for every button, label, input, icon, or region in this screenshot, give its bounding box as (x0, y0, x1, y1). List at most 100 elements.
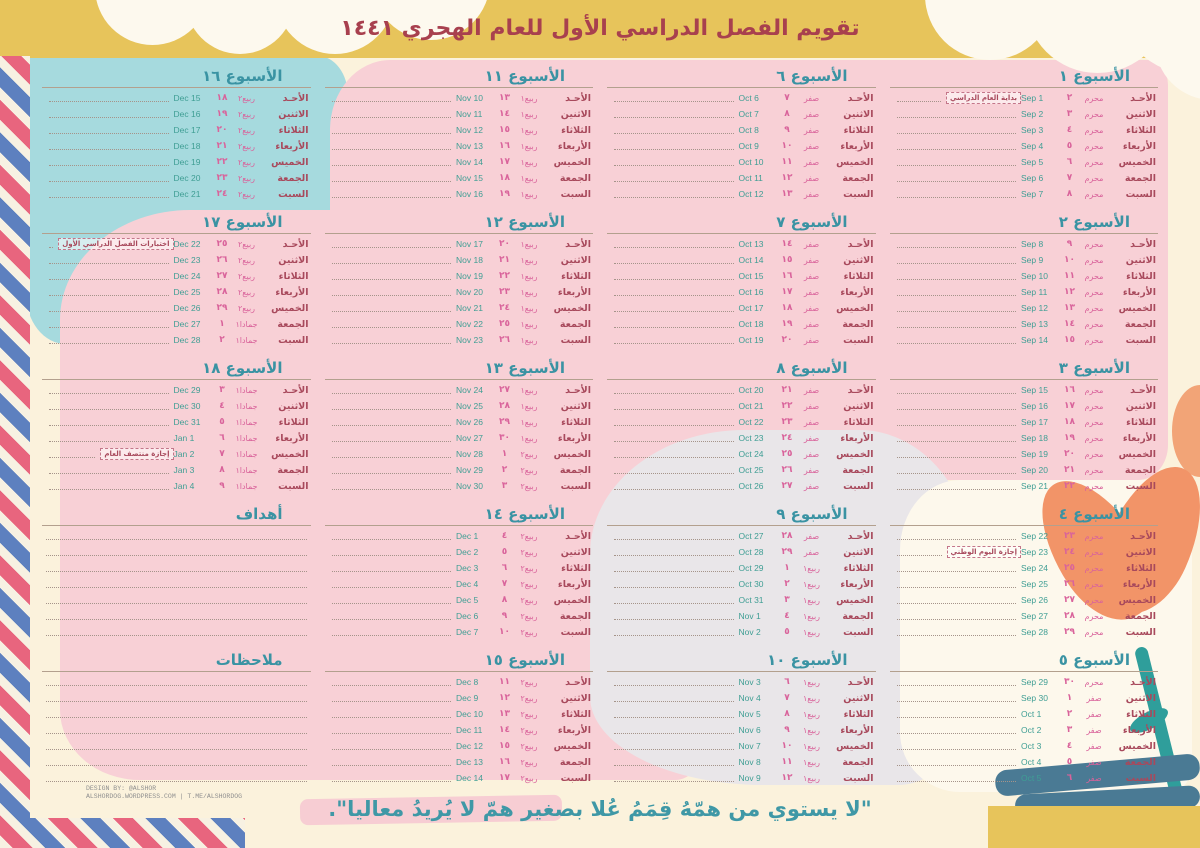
gregorian-date: Dec 15 (173, 93, 201, 103)
gregorian-date: Sep 23 (1021, 547, 1048, 557)
dotted-note-line (614, 603, 734, 604)
dotted-note-line (614, 539, 734, 540)
day-name: السبت (843, 189, 874, 200)
blank-row (42, 738, 311, 754)
orange-shape-decoration (1172, 385, 1200, 477)
hijri-month: صفر (803, 94, 820, 103)
day-name: الخميس (271, 449, 309, 460)
design-credit-line2: ALSHORDOG.WORDPRESS.COM | T.ME/ALSHORDOG (86, 793, 243, 800)
day-row: الخميس ربيع١ ٣ Oct 31 (607, 592, 876, 608)
week-title: الأسبوع ٧ (776, 213, 848, 231)
hijri-month: صفر (803, 336, 820, 345)
dotted-note-line (331, 149, 451, 150)
day-name: السبت (843, 773, 874, 784)
day-name: الجمعة (559, 757, 591, 768)
hijri-month: محرم (1084, 256, 1104, 265)
day-name: الأحـد (282, 239, 309, 250)
week-header: الأسبوع ١٨ (42, 356, 311, 380)
day-name: السبت (560, 481, 591, 492)
gregorian-date: Oct 20 (738, 385, 764, 395)
dotted-note-line (331, 555, 451, 556)
dotted-note-line (49, 197, 169, 198)
gregorian-date: Dec 12 (456, 741, 483, 751)
day-name: الاثنين (1125, 693, 1156, 704)
gregorian-date: Dec 11 (456, 725, 483, 735)
dotted-note-line (614, 473, 734, 474)
dotted-note-line (614, 327, 734, 328)
gregorian-date: Nov 29 (456, 465, 483, 475)
day-row: الجمعة صفر ٢٦ Oct 25 (607, 462, 876, 478)
hijri-day: ١٨ (499, 173, 510, 183)
gregorian-date: Nov 2 (738, 627, 761, 637)
day-row: الأربعاء محرم ٥ Sep 4 (890, 138, 1159, 154)
dotted-note-line (614, 701, 734, 702)
dotted-note-line (331, 295, 451, 296)
hijri-month: صفر (1086, 742, 1102, 751)
day-row: الجمعة صفر ٥ Oct 4 (890, 754, 1159, 770)
gregorian-date: Oct 14 (738, 255, 764, 265)
gregorian-date: Dec 17 (173, 125, 201, 135)
gregorian-date: Oct 25 (738, 465, 764, 475)
day-name: الأحـد (847, 239, 874, 250)
hijri-day: ٧ (784, 93, 790, 103)
week-block: الأسبوع ٣ الأحـد محرم ١٦ Sep 15 الاثنين محرم ١٧… (886, 354, 1163, 496)
week-block: الأسبوع ٤ الأحـد محرم ٢٣ Sep 22 الاثنين محرم ٢٤… (886, 500, 1163, 642)
dotted-note-line (896, 765, 1016, 766)
day-name: الأربعاء (1122, 141, 1156, 152)
day-name: الثلاثاء (843, 709, 874, 720)
hijri-month: ربيع١ (802, 596, 821, 605)
dotted-note-line (46, 555, 307, 556)
dotted-note-line (49, 117, 169, 118)
day-row: السبت جمادا١ ٩ Jan 4 (42, 478, 311, 494)
gregorian-date: Nov 13 (456, 141, 483, 151)
day-name: الأربعاء (557, 287, 591, 298)
week-header: الأسبوع ١٠ (607, 648, 876, 672)
week-block: الأسبوع ٩ الأحـد صفر ٢٨ Oct 27 الاثنين صفر ٢٩ Oc… (603, 500, 880, 642)
gregorian-date: Dec 16 (173, 109, 201, 119)
dotted-note-line (49, 149, 169, 150)
hijri-day: ١٤ (499, 725, 510, 735)
week-header: الأسبوع ١١ (324, 64, 593, 88)
day-name: الأحـد (1130, 677, 1156, 688)
day-row: الاثنين ربيع٢ ٥ Dec 2 (325, 544, 594, 560)
day-name: الخميس (1118, 449, 1156, 460)
calendar-grid: الأسبوع ١ الأحـد محرم ٢ Sep 1 بداية العام الد… (38, 62, 1162, 788)
day-name: الجمعة (842, 757, 874, 768)
day-row: الثلاثاء صفر ٩ Oct 8 (607, 122, 876, 138)
hijri-month: ربيع٢ (520, 774, 538, 783)
day-row: الاثنين ربيع٢ ٢٦ Dec 23 (42, 252, 311, 268)
hijri-day: ٢١ (781, 385, 793, 395)
day-name: الأربعاء (840, 579, 874, 590)
hijri-month: ربيع١ (520, 94, 538, 103)
hijri-day: ١٧ (499, 157, 510, 167)
day-name: الثلاثاء (561, 271, 591, 282)
hijri-day: ٣ (1066, 109, 1073, 119)
day-row: السبت جمادا١ ٢ Dec 28 (42, 332, 311, 348)
day-row: الاثنين صفر ٨ Oct 7 (607, 106, 876, 122)
day-row: الخميس ربيع٢ ٨ Dec 5 (325, 592, 594, 608)
dotted-note-line (896, 181, 1016, 182)
week-header: الأسبوع ١٣ (324, 356, 593, 380)
day-row: الجمعة ربيع١ ١٨ Nov 15 (325, 170, 594, 186)
hijri-day: ٢٦ (781, 465, 793, 475)
hijri-month: ربيع٢ (237, 110, 256, 119)
day-name: الأحـد (1130, 239, 1156, 250)
gregorian-date: Sep 25 (1021, 579, 1048, 589)
gregorian-date: Nov 9 (738, 773, 761, 783)
hijri-day: ١٣ (499, 709, 510, 719)
day-name: الأحـد (847, 531, 874, 542)
hijri-month: جمادا١ (235, 434, 258, 443)
hijri-day: ١١ (1064, 271, 1075, 281)
day-row: الثلاثاء ربيع٢ ٢٠ Dec 17 (42, 122, 311, 138)
hijri-month: محرم (1084, 240, 1104, 249)
day-name: الخميس (271, 157, 309, 168)
day-row: الثلاثاء صفر ١٦ Oct 15 (607, 268, 876, 284)
day-row: الاثنين ربيع١ ٢٨ Nov 25 (325, 398, 594, 414)
day-row: الثلاثاء ربيع١ ١٥ Nov 12 (325, 122, 594, 138)
day-name: الخميس (836, 157, 874, 168)
dotted-note-line (46, 749, 307, 750)
hijri-day: ١٩ (216, 109, 228, 119)
dotted-note-line (46, 701, 307, 702)
day-row: الجمعة ربيع١ ٤ Nov 1 (607, 608, 876, 624)
day-name: الأحـد (282, 385, 309, 396)
